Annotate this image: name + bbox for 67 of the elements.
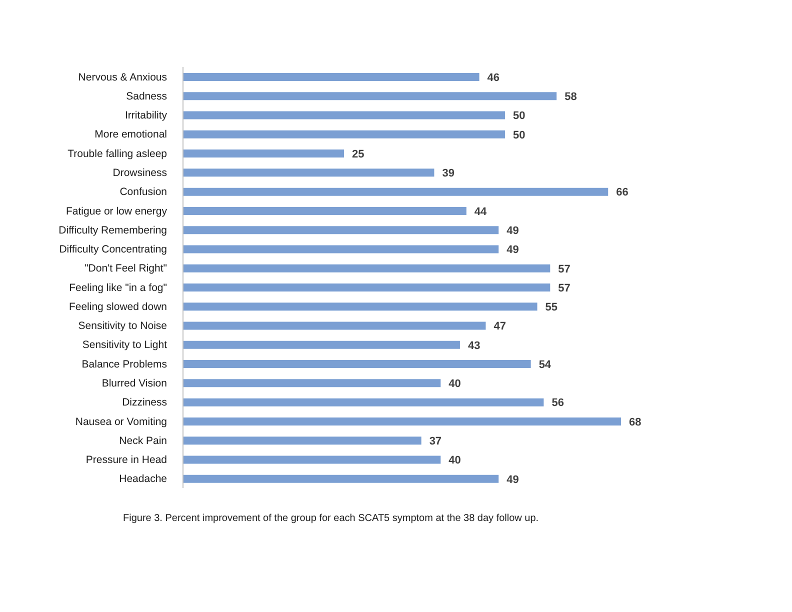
data-label: 25 (352, 148, 364, 160)
y-tick-label: Nervous & Anxious (78, 71, 167, 84)
y-tick-label: Drowsiness (112, 166, 167, 179)
bar (183, 436, 422, 445)
y-tick-label: Sensitivity to Noise (78, 320, 168, 332)
bar (183, 226, 499, 234)
data-label: 57 (558, 263, 570, 276)
y-tick-label: Blurred Vision (102, 377, 168, 390)
y-tick-label: "Don't Feel Right" (84, 262, 168, 275)
bar (183, 188, 608, 196)
data-label: 57 (558, 282, 570, 294)
bar (183, 111, 506, 120)
y-tick-label: Pressure in Head (86, 454, 168, 466)
bar (183, 284, 550, 292)
bar (183, 206, 466, 215)
data-label: 44 (474, 206, 488, 218)
y-tick-label: Trouble falling asleep (68, 148, 168, 160)
bar (183, 340, 460, 349)
bar (183, 417, 621, 426)
y-tick-label: Headache (119, 473, 168, 486)
y-tick-label: Feeling slowed down (68, 300, 168, 313)
bar (183, 474, 499, 483)
data-label: 49 (506, 474, 519, 486)
data-label: 58 (564, 91, 577, 104)
data-label: 46 (487, 72, 500, 84)
data-label: 37 (429, 435, 442, 448)
data-label: 40 (448, 454, 461, 467)
y-tick-label: Neck Pain (119, 434, 168, 447)
data-label: 66 (616, 186, 628, 199)
bar (183, 73, 480, 81)
bar (183, 322, 486, 330)
data-label: 40 (448, 378, 461, 390)
bar (183, 360, 531, 368)
data-label: 54 (538, 358, 552, 371)
bar (183, 150, 344, 158)
bar (183, 302, 538, 311)
bar (183, 168, 434, 177)
y-tick-label: Confusion (120, 186, 168, 198)
data-label: 47 (494, 320, 506, 333)
y-tick-label: Nausea or Vomiting (75, 416, 168, 428)
y-tick-label: Irritability (124, 110, 168, 122)
data-label: 55 (545, 302, 558, 314)
bar (183, 245, 499, 254)
bar (183, 456, 441, 464)
y-tick-label: Fatigue or low energy (66, 205, 168, 218)
bar (183, 398, 544, 406)
y-tick-label: Sensitivity to Light (82, 339, 168, 352)
data-label: 43 (468, 340, 480, 352)
data-label: 39 (442, 168, 454, 180)
data-label: 50 (513, 129, 526, 142)
y-tick-label: Feeling like "in a fog" (69, 282, 168, 294)
data-label: 49 (506, 224, 519, 237)
bar (183, 264, 550, 272)
data-label: 56 (552, 397, 564, 410)
data-label: 68 (629, 416, 642, 428)
caption: Figure 3. Percent improvement of the group for each SCAT5 symptom at the 38 day follow up. (123, 513, 539, 524)
bar (183, 379, 441, 388)
y-tick-label: Balance Problems (82, 358, 167, 370)
bar (183, 92, 557, 100)
bar (183, 130, 506, 138)
y-tick-label: Difficulty Remembering (58, 224, 168, 236)
data-label: 49 (506, 244, 519, 256)
data-label: 50 (513, 110, 526, 122)
y-tick-label: Difficulty Concentrating (59, 244, 168, 256)
y-tick-label: More emotional (94, 128, 167, 141)
y-tick-label: Dizziness (122, 396, 167, 409)
y-tick-label: Sadness (126, 90, 167, 102)
